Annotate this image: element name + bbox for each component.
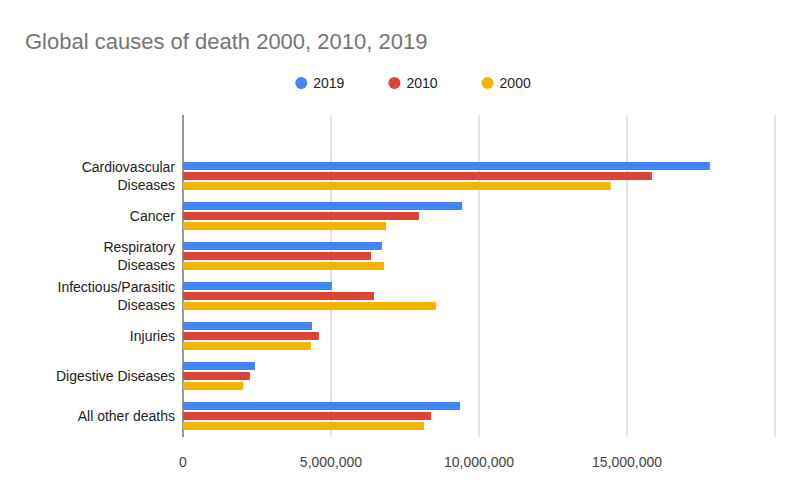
bar [183,342,311,350]
bar [183,322,312,330]
legend-swatch [482,77,494,89]
category-label: Cardiovascular Diseases [82,159,176,193]
label-line: Infectious/Parasitic [58,279,176,295]
bar [183,422,424,430]
title: Global causes of death 2000, 2010, 2019 [25,29,427,54]
axis-baseline [183,437,775,438]
bar [183,242,382,250]
bar [183,362,255,370]
bar [183,372,250,380]
bar [183,172,652,180]
tick-label: 15,000,000 [592,454,662,470]
legend-item: 2019 [295,75,344,91]
bar [183,282,332,290]
bar [183,162,710,170]
bar [183,292,374,300]
tick-label: 0 [179,454,187,470]
label-line: Respiratory [103,239,175,255]
category-label: Digestive Diseases [56,368,175,384]
bar [183,262,384,270]
legend-label: 2000 [500,75,531,91]
category-label: Injuries [130,328,175,344]
legend-swatch [388,77,400,89]
tick-label: 10,000,000 [444,454,514,470]
range-end [775,115,776,437]
bar [183,382,243,390]
legend: 2019 2010 2000 [295,75,531,91]
legend-swatch [295,77,307,89]
bar [183,402,460,410]
category-label: Infectious/Parasitic Diseases [58,279,176,313]
bar [183,202,462,210]
label-line: Diseases [117,257,175,273]
category-label: Respiratory Diseases [103,239,175,273]
grid [183,115,775,437]
legend-item: 2000 [482,75,531,91]
bar [183,222,386,230]
category-label: All other deaths [78,408,175,424]
tick-label: 5,000,000 [300,454,362,470]
bar [183,302,436,310]
legend-label: 2010 [406,75,437,91]
chart: Global causes of death 2000, 2010, 2019 2… [0,0,800,495]
bar [183,212,419,220]
category-label: Cancer [130,208,175,224]
bar [183,252,371,260]
bars [183,162,710,430]
bar [183,182,611,190]
bar [183,412,431,420]
legend-item: 2010 [388,75,437,91]
label-line: Diseases [117,177,175,193]
legend-label: 2019 [313,75,344,91]
label-line: Diseases [117,297,175,313]
label-line: Cardiovascular [82,159,176,175]
bar [183,332,319,340]
